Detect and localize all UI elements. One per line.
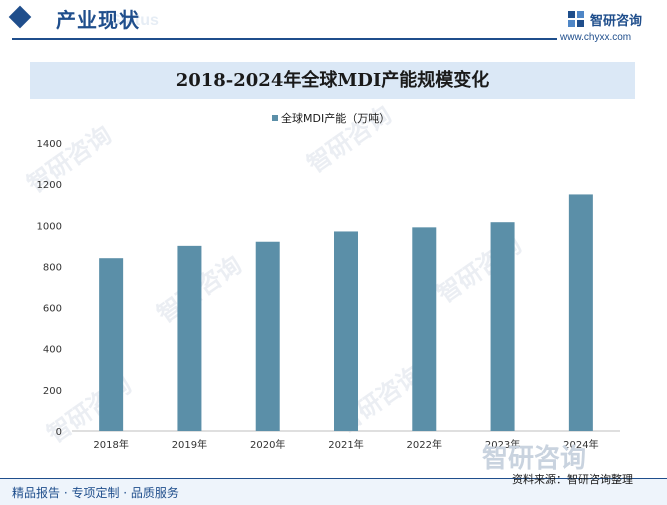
brand-name: 智研咨询 (590, 14, 643, 29)
chart-title: 2018-2024年全球MDI产能规模变化 (175, 70, 490, 91)
watermark-corner: 智研咨询 (482, 444, 587, 474)
x-tick-label: 2024年 (563, 438, 598, 451)
brand-logo-icon (568, 11, 584, 27)
bar (490, 222, 515, 431)
x-tick-label: 2020年 (250, 438, 285, 451)
y-tick-label: 1200 (37, 180, 62, 191)
bar (412, 227, 437, 431)
x-tick-label: 2021年 (328, 438, 363, 451)
y-tick-label: 200 (43, 386, 62, 397)
legend-swatch (272, 115, 278, 121)
chart-title-band (30, 62, 635, 99)
header-divider (12, 38, 557, 40)
bar (568, 194, 593, 431)
y-tick-label: 800 (43, 262, 62, 273)
x-tick-label: 2023年 (485, 438, 520, 451)
footer-tagline: 精品报告 · 专项定制 · 品质服务 (12, 486, 179, 500)
brand-url[interactable]: www.chyxx.com (560, 32, 632, 43)
bar (334, 231, 358, 431)
header: Status 产业现状 智研咨询 www.chyxx.com (0, 0, 667, 44)
y-tick-label: 1400 (37, 139, 62, 150)
x-tick-label: 2022年 (407, 438, 442, 451)
section-title: 产业现状 (56, 8, 140, 32)
source-note: 资料来源：智研咨询整理 (512, 473, 633, 486)
bar-chart: 全球MDI产能（万吨） 0 200 400 600 800 1000 1200 1400 2018… (37, 111, 620, 451)
legend-label: 全球MDI产能（万吨） (281, 111, 390, 125)
y-tick-label: 600 (43, 304, 62, 315)
section-title-en: Status (110, 12, 159, 29)
bar (177, 245, 202, 431)
x-tick-label: 2018年 (93, 438, 128, 451)
bar (255, 241, 280, 431)
y-tick-label: 0 (56, 427, 62, 438)
y-tick-label: 1000 (37, 221, 62, 232)
footer-divider (0, 478, 667, 479)
bar (99, 258, 124, 431)
footer-band (0, 478, 667, 505)
x-tick-label: 2019年 (172, 438, 207, 451)
y-tick-label: 400 (43, 345, 62, 356)
